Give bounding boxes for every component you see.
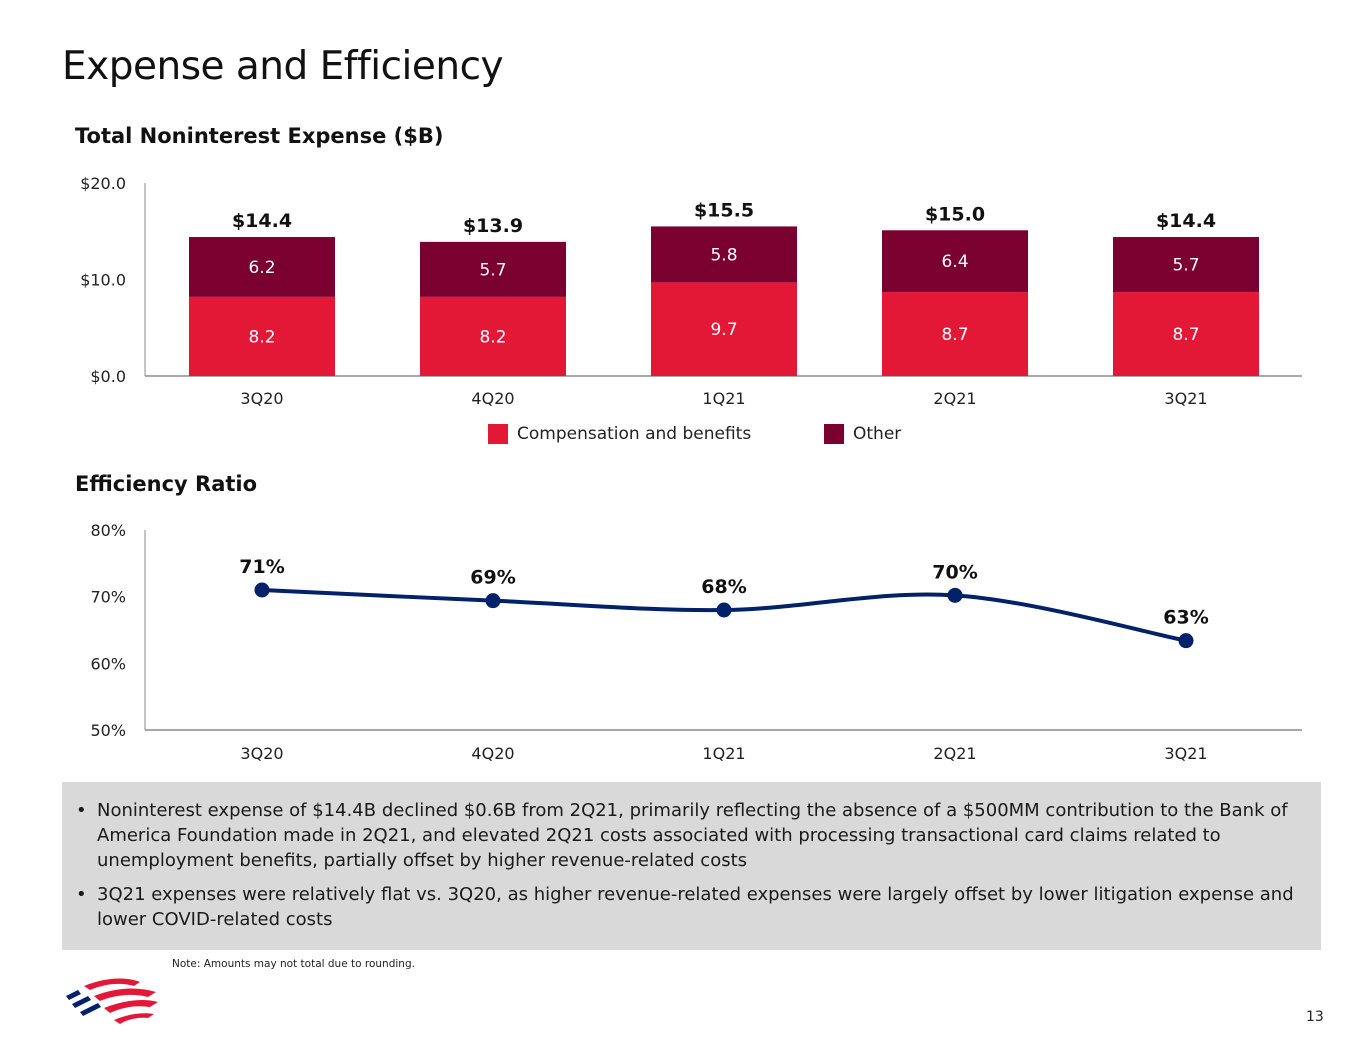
bar-value-label: 5.7 [1172,256,1199,276]
efficiency-value-label: 70% [932,561,977,583]
commentary-item: • Noninterest expense of $14.4B declined… [76,798,1301,873]
expense-chart-legend: Compensation and benefits Other [0,424,1365,448]
y-tick-label: $20.0 [80,174,126,193]
bullet-icon: • [76,800,87,821]
expense-chart-title: Total Noninterest Expense ($B) [75,124,444,148]
efficiency-line-chart: 50% 60% 70% 80% 71% 3Q20 69% 4Q20 68% 1Q21 70% 2Q21… [90,521,1302,763]
bar-value-label: 6.2 [248,258,275,278]
x-tick-label: 1Q21 [702,389,745,408]
bar-compensation [189,296,335,376]
efficiency-point [485,593,501,609]
bank-flag-logo-icon [66,978,158,1024]
bar-value-label: 5.8 [710,245,737,265]
bar-value-label: 8.7 [1172,325,1199,345]
efficiency-point [947,587,963,603]
x-tick-label: 1Q21 [702,744,745,763]
bar-compensation [882,292,1028,376]
x-tick-label: 4Q20 [471,744,514,763]
bar-other [651,226,797,283]
commentary-text: 3Q21 expenses were relatively flat vs. 3… [97,884,1294,930]
y-tick-label: 80% [90,521,126,540]
bar-value-label: 8.2 [479,327,506,347]
efficiency-point [1178,633,1194,649]
legend-swatch-compensation [488,424,508,444]
bar-total-label: $15.5 [694,199,754,221]
legend-label-other: Other [853,424,902,444]
x-tick-label: 3Q20 [240,744,283,763]
commentary-box: • Noninterest expense of $14.4B declined… [62,782,1321,950]
page-title: Expense and Efficiency [62,44,504,89]
x-tick-label: 3Q20 [240,389,283,408]
x-tick-label: 3Q21 [1164,744,1207,763]
legend-item-other: Other [824,424,901,444]
y-tick-label: 50% [90,721,126,740]
efficiency-value-label: 68% [701,576,746,598]
rounding-footnote: Note: Amounts may not total due to round… [172,958,415,970]
bar-other [189,237,335,297]
bar-compensation [1113,292,1259,376]
efficiency-chart-title: Efficiency Ratio [75,472,258,496]
y-tick-label: 60% [90,654,126,673]
bar-compensation [420,296,566,376]
y-tick-label: $0.0 [90,367,126,386]
bar-other [420,241,566,297]
x-tick-label: 2Q21 [933,389,976,408]
page-number: 13 [1306,1009,1324,1025]
legend-swatch-other [824,424,844,444]
commentary-item: • 3Q21 expenses were relatively flat vs.… [76,882,1301,932]
efficiency-value-label: 63% [1163,607,1208,629]
efficiency-value-label: 71% [239,556,284,578]
x-tick-label: 4Q20 [471,389,514,408]
x-tick-label: 3Q21 [1164,389,1207,408]
x-tick-label: 2Q21 [933,744,976,763]
bar-other [882,230,1028,293]
bar-value-label: 6.4 [941,252,968,272]
legend-label-compensation: Compensation and benefits [517,424,752,444]
bar-total-label: $14.4 [232,210,292,232]
efficiency-value-label: 69% [470,567,515,589]
commentary-text: Noninterest expense of $14.4B declined $… [97,800,1288,871]
y-tick-label: 70% [90,588,126,607]
bar-total-label: $13.9 [463,215,523,237]
bar-total-label: $14.4 [1156,210,1216,232]
y-tick-label: $10.0 [80,271,126,290]
bar-value-label: 8.2 [248,327,275,347]
legend-item-compensation: Compensation and benefits [488,424,751,444]
bullet-icon: • [76,884,87,905]
bar-value-label: 8.7 [941,325,968,345]
bar-total-label: $15.0 [925,203,985,225]
bar-other [1113,237,1259,293]
efficiency-point [254,582,270,598]
bar-value-label: 5.7 [479,260,506,280]
bar-value-label: 9.7 [710,320,737,340]
commentary-list: • Noninterest expense of $14.4B declined… [76,798,1301,932]
efficiency-point [716,602,732,618]
bar-compensation [651,282,797,376]
expense-bar-chart: $0.0 $10.0 $20.0 8.2 6.2 $14.4 3Q20 8.2 5.7 $13.9… [80,174,1302,408]
